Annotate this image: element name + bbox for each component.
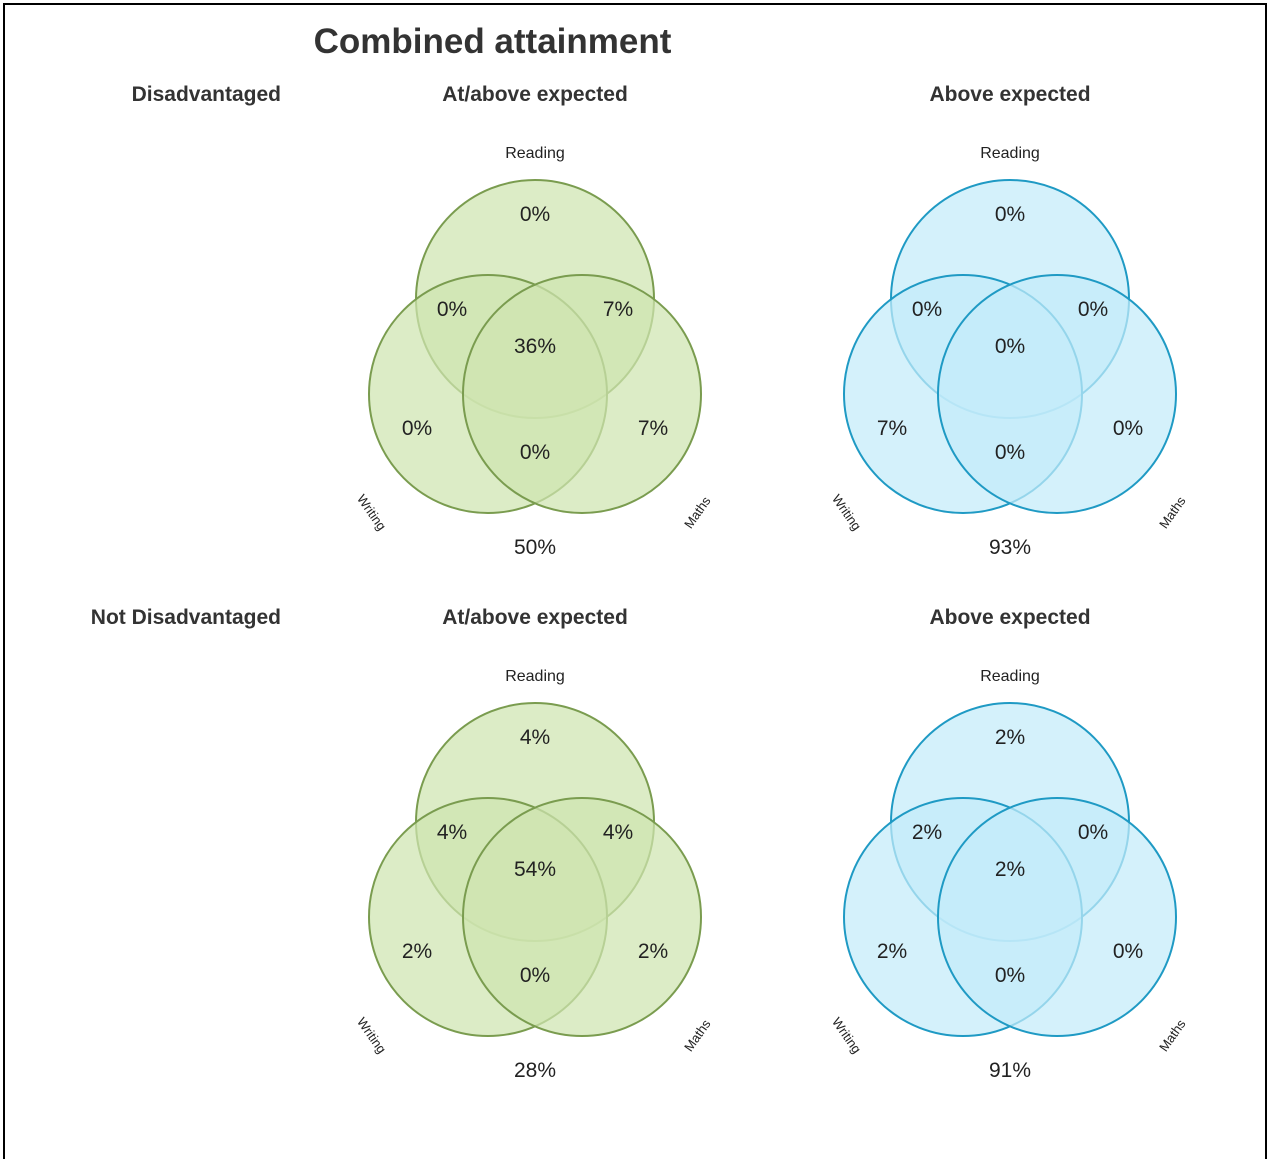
region-value-reading-writing: 0%	[912, 298, 942, 321]
region-value-maths-only: 0%	[1113, 417, 1143, 440]
page-frame	[3, 3, 1267, 1159]
set-label-writing: Writing	[829, 492, 864, 534]
group-label-not-disadvantaged: Not Disadvantaged	[90, 606, 281, 629]
region-value-writing-only: 0%	[402, 417, 432, 440]
set-label-writing: Writing	[354, 1015, 389, 1057]
region-value-reading-maths: 7%	[603, 298, 633, 321]
circle-maths	[937, 274, 1177, 514]
region-value-writing-maths: 0%	[520, 441, 550, 464]
set-label-writing: Writing	[354, 492, 389, 534]
set-label-maths: Maths	[681, 493, 714, 531]
set-label-maths: Maths	[1156, 493, 1189, 531]
venn-svg: Reading Writing Maths 2% 2% 0% 2% 2% 0% 0% 91%	[829, 668, 1189, 1082]
venn-title: At/above expected	[442, 606, 628, 629]
set-label-writing: Writing	[829, 1015, 864, 1057]
venn-title: At/above expected	[442, 83, 628, 106]
region-value-outside: 28%	[514, 1059, 556, 1082]
circle-maths	[937, 797, 1177, 1037]
region-value-maths-only: 7%	[638, 417, 668, 440]
set-label-maths: Maths	[1156, 1016, 1189, 1054]
set-label-reading: Reading	[980, 668, 1040, 685]
page-title: Combined attainment	[313, 22, 672, 61]
region-value-reading-writing: 4%	[437, 821, 467, 844]
region-value-all-three: 54%	[514, 858, 556, 881]
venn-svg: Reading Writing Maths 0% 0% 0% 0% 7% 0% 0% 93%	[829, 145, 1189, 559]
region-value-outside: 50%	[514, 536, 556, 559]
region-value-writing-maths: 0%	[995, 441, 1025, 464]
region-value-all-three: 36%	[514, 335, 556, 358]
set-label-reading: Reading	[505, 145, 565, 162]
region-value-writing-only: 2%	[877, 940, 907, 963]
region-value-writing-only: 2%	[402, 940, 432, 963]
region-value-maths-only: 2%	[638, 940, 668, 963]
region-value-all-three: 0%	[995, 335, 1025, 358]
circle-maths	[462, 797, 702, 1037]
region-value-maths-only: 0%	[1113, 940, 1143, 963]
region-value-all-three: 2%	[995, 858, 1025, 881]
region-value-writing-maths: 0%	[520, 964, 550, 987]
venn-svg: Reading Writing Maths 0% 0% 7% 36% 0% 7% 0% 50%	[354, 145, 714, 559]
region-value-reading-only: 4%	[520, 726, 550, 749]
circle-maths	[462, 274, 702, 514]
region-value-writing-only: 7%	[877, 417, 907, 440]
region-value-outside: 91%	[989, 1059, 1031, 1082]
set-label-reading: Reading	[980, 145, 1040, 162]
region-value-reading-maths: 4%	[603, 821, 633, 844]
set-label-reading: Reading	[505, 668, 565, 685]
region-value-reading-only: 0%	[995, 203, 1025, 226]
region-value-writing-maths: 0%	[995, 964, 1025, 987]
region-value-reading-only: 2%	[995, 726, 1025, 749]
venn-svg: Reading Writing Maths 4% 4% 4% 54% 2% 2% 0% 28%	[354, 668, 714, 1082]
set-label-maths: Maths	[681, 1016, 714, 1054]
region-value-reading-maths: 0%	[1078, 821, 1108, 844]
venn-disadvantaged-above: Above expected Reading Writing Maths 0% 0% 0% 0…	[810, 83, 1210, 573]
region-value-reading-writing: 0%	[437, 298, 467, 321]
venn-title: Above expected	[929, 83, 1091, 106]
venn-title: Above expected	[929, 606, 1091, 629]
venn-disadvantaged-at-above: At/above expected Reading Writing Maths 0% 0%…	[335, 83, 735, 573]
region-value-outside: 93%	[989, 536, 1031, 559]
venn-not-disadvantaged-above: Above expected Reading Writing Maths 2% 2% 0% 2…	[810, 606, 1210, 1096]
venn-not-disadvantaged-at-above: At/above expected Reading Writing Maths 4% 4%…	[335, 606, 735, 1096]
region-value-reading-writing: 2%	[912, 821, 942, 844]
region-value-reading-maths: 0%	[1078, 298, 1108, 321]
region-value-reading-only: 0%	[520, 203, 550, 226]
group-label-disadvantaged: Disadvantaged	[131, 83, 281, 106]
